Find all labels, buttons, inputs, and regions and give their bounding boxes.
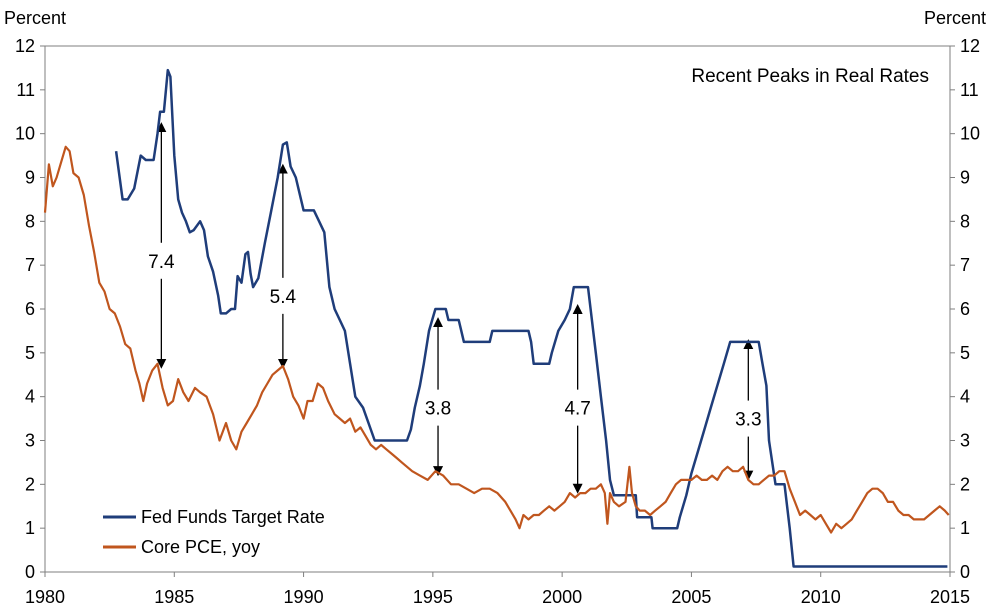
y-tick-label-left: 9: [25, 168, 35, 188]
y-tick-label-left: 6: [25, 299, 35, 319]
y-tick-label-right: 10: [960, 124, 980, 144]
series-lines: [43, 68, 950, 568]
x-tick-label: 1995: [413, 587, 453, 607]
x-tick-label: 2015: [930, 587, 970, 607]
y-tick-label-left: 2: [25, 474, 35, 494]
x-tick-label: 2000: [542, 587, 582, 607]
legend: Fed Funds Target Rate Core PCE, yoy: [103, 507, 325, 557]
x-tick-label: 2010: [801, 587, 841, 607]
y-tick-label-left: 0: [25, 562, 35, 582]
x-tick-label: 1980: [25, 587, 65, 607]
y-tick-label-right: 4: [960, 387, 970, 407]
x-tick-label: 1985: [154, 587, 194, 607]
y-tick-label-right: 9: [960, 168, 970, 188]
fed-funds-target-rate-line: [114, 68, 948, 568]
y-tick-label-left: 8: [25, 211, 35, 231]
gap-value-label: 3.3: [735, 410, 761, 431]
y-tick-label-left: 1: [25, 518, 35, 538]
y-tick-label-left: 5: [25, 343, 35, 363]
y-tick-label-right: 6: [960, 299, 970, 319]
x-tick-label: 2005: [671, 587, 711, 607]
y-tick-label-left: 7: [25, 255, 35, 275]
y-tick-label-right: 1: [960, 518, 970, 538]
chart-title: Recent Peaks in Real Rates: [691, 66, 929, 87]
annotations: 7.4 5.4 3.8 4.7 3.3: [148, 122, 762, 494]
y-tick-label-left: 4: [25, 387, 35, 407]
y-tick-label-right: 2: [960, 474, 970, 494]
y-axis-label-left: Percent: [4, 8, 66, 28]
y-tick-label-right: 5: [960, 343, 970, 363]
y-tick-label-right: 0: [960, 562, 970, 582]
gap-value-label: 5.4: [270, 287, 297, 308]
legend-label-core-pce: Core PCE, yoy: [141, 537, 260, 557]
y-tick-label-right: 8: [960, 211, 970, 231]
y-tick-label-right: 12: [960, 36, 980, 56]
gap-value-label: 4.7: [564, 399, 590, 420]
y-tick-label-left: 11: [16, 80, 35, 100]
y-tick-label-right: 11: [960, 80, 979, 100]
y-tick-label-right: 7: [960, 255, 970, 275]
y-tick-label-left: 3: [25, 431, 35, 451]
y-axis-label-right: Percent: [924, 8, 986, 28]
gap-value-label: 7.4: [148, 252, 175, 273]
x-tick-label: 1990: [284, 587, 324, 607]
legend-label-fed-funds: Fed Funds Target Rate: [141, 507, 325, 527]
y-tick-label-right: 3: [960, 431, 970, 451]
core-pce-yoy-line: [43, 145, 950, 534]
y-tick-label-left: 10: [15, 124, 35, 144]
y-tick-label-left: 12: [15, 36, 35, 56]
gap-value-label: 3.8: [425, 399, 451, 420]
